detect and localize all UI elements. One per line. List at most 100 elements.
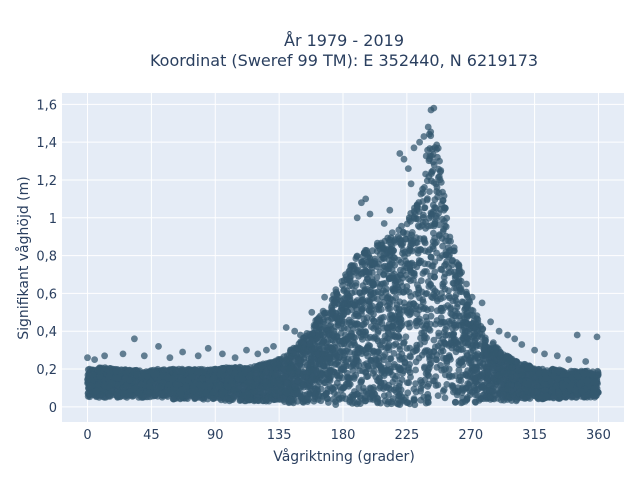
data-point [254,376,261,384]
data-point [460,323,468,331]
data-point [410,208,418,215]
data-point [122,382,130,389]
data-point [383,285,390,293]
data-point [473,352,481,359]
data-point [290,349,298,357]
data-point [355,384,363,392]
data-point [291,383,299,391]
data-point [594,371,602,378]
data-point [377,364,385,372]
data-point [376,383,384,390]
data-point [417,377,424,384]
data-point [425,351,433,359]
data-point [440,386,448,393]
data-point [386,305,394,312]
data-point [434,392,442,399]
data-point [430,161,438,169]
data-point [405,366,412,374]
data-point [385,391,392,399]
data-point [516,361,524,368]
data-point [365,268,373,276]
data-point [369,247,376,255]
data-point [471,375,478,382]
data-point [311,385,319,393]
data-point [396,343,403,350]
data-point [403,379,411,386]
data-point [314,350,322,358]
data-point [528,387,536,395]
data-point [488,352,496,360]
data-point [508,363,516,371]
data-point [426,188,433,196]
data-point [385,272,392,280]
data-point [403,283,411,290]
data-point [232,364,239,372]
data-point [364,362,372,370]
data-point [299,371,307,378]
data-point [346,396,354,404]
data-point [397,315,404,322]
data-point [313,316,321,324]
data-point [422,370,430,377]
data-point [360,388,367,395]
data-point [427,359,435,367]
data-point [325,399,332,406]
data-point [364,249,371,257]
data-point [364,297,371,304]
data-point [443,381,451,388]
data-point [431,196,439,204]
data-point [514,381,522,389]
data-point [451,274,459,282]
data-point [438,304,445,312]
data-point [433,141,441,149]
data-point [327,310,335,317]
data-point [460,332,468,339]
data-point [96,372,104,380]
data-point [435,174,442,181]
data-point [422,399,430,407]
data-point [398,222,405,230]
data-point [362,328,369,336]
data-point [413,263,421,271]
data-point [111,368,119,376]
data-point [445,292,453,300]
data-point [395,308,402,316]
data-point [452,372,459,379]
data-point [422,152,430,160]
data-point [431,273,438,281]
data-point [294,391,302,398]
data-point [384,344,391,352]
data-point [373,357,380,365]
data-point [547,378,555,385]
data-point [459,386,467,394]
data-point [403,264,410,272]
data-point [429,377,437,385]
data-point [439,335,447,343]
data-point [439,242,446,250]
data-point [217,367,225,375]
data-point [398,393,406,400]
data-point [352,279,360,287]
data-point [356,289,364,297]
data-point [338,394,346,402]
data-point [445,287,452,294]
data-point [405,275,412,283]
data-point [588,370,596,378]
data-point [421,238,428,246]
data-point [406,361,413,368]
data-point [474,391,481,399]
data-point [476,359,484,367]
data-point [303,330,311,337]
data-point [410,385,418,393]
data-point [373,274,381,281]
data-point [380,280,387,287]
data-point [377,289,385,297]
data-point [331,360,339,368]
data-point [424,248,432,256]
data-point [446,371,453,379]
data-point [304,396,312,404]
data-point [448,311,456,318]
data-point [275,379,283,387]
data-point [581,393,588,401]
